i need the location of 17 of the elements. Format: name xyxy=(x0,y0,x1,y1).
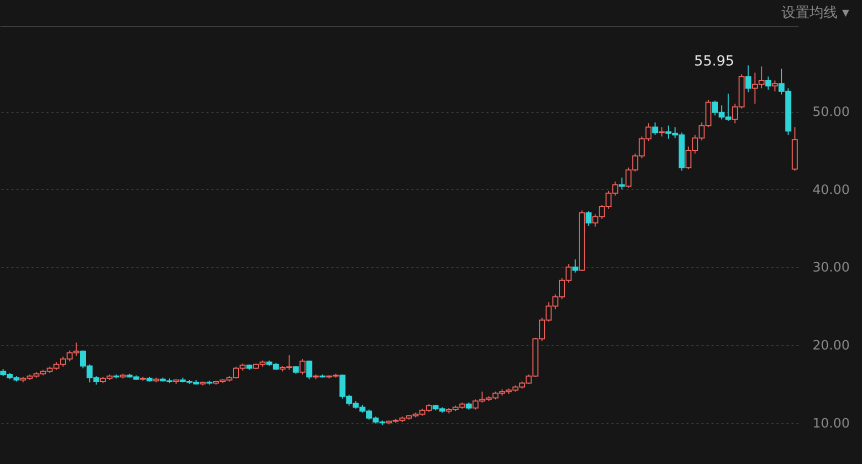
y-tick-label: 30.00 xyxy=(812,260,850,276)
candlestick xyxy=(652,122,658,136)
y-tick-label: 40.00 xyxy=(812,182,850,198)
y-tick-label: 20.00 xyxy=(812,338,850,354)
annotation: 55.95 xyxy=(694,53,734,70)
y-tick-label: 10.00 xyxy=(812,416,850,432)
candlestick xyxy=(306,360,312,380)
candlestick xyxy=(745,64,752,93)
y-tick-label: 50.00 xyxy=(812,105,850,120)
candlestick xyxy=(618,177,625,190)
candlestick xyxy=(658,126,665,137)
candlestick xyxy=(765,76,772,90)
candlestick xyxy=(572,258,578,274)
candlestick xyxy=(300,358,306,376)
candlestick xyxy=(586,210,592,226)
text: 设置均线 ▾ xyxy=(782,5,850,21)
candlestick xyxy=(772,80,778,92)
